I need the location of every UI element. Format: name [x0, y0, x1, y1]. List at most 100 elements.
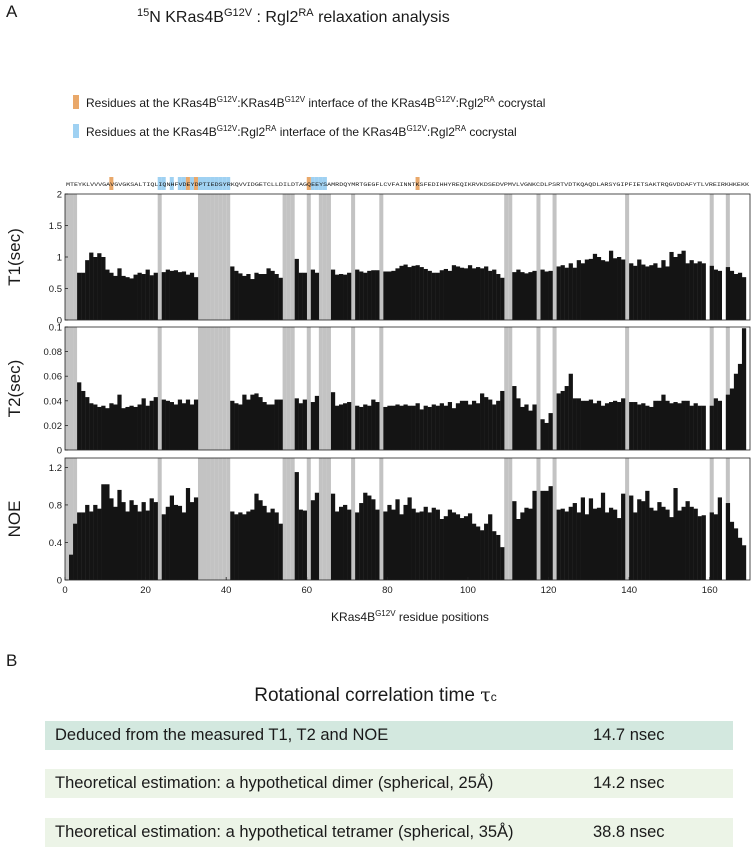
bar: [85, 260, 90, 320]
bar: [447, 402, 453, 450]
bar: [254, 393, 259, 450]
unassigned-residue-band: [222, 194, 227, 320]
bar: [165, 506, 170, 580]
rgl2-interface-mark: [197, 177, 202, 190]
y-tick-label: 0: [57, 576, 62, 587]
bar: [665, 266, 670, 320]
bar: [185, 399, 191, 450]
bar: [685, 501, 690, 580]
y-axis-label: NOE: [5, 501, 24, 538]
rgl2-interface-mark: [218, 177, 223, 190]
bar: [717, 270, 722, 320]
bar: [532, 270, 537, 320]
bar: [608, 250, 614, 320]
bar: [375, 509, 380, 580]
bar: [117, 394, 122, 450]
bar: [93, 257, 98, 320]
bar: [403, 504, 408, 580]
bar: [117, 268, 122, 320]
bar: [645, 266, 650, 320]
unassigned-residue-band: [157, 327, 162, 450]
unassigned-residue-band: [536, 194, 541, 320]
dimer-interface-mark: [415, 177, 420, 190]
bar: [459, 267, 465, 320]
unassigned-residue-band: [326, 458, 331, 580]
bar: [621, 493, 626, 580]
unassigned-residue-band: [318, 458, 323, 580]
unassigned-residue-band: [214, 327, 219, 450]
bar: [729, 521, 735, 580]
bar: [93, 404, 98, 450]
bar: [129, 278, 134, 320]
bar: [250, 394, 255, 450]
bar: [258, 500, 263, 580]
bar: [733, 373, 739, 450]
unassigned-residue-band: [65, 327, 70, 450]
bar: [294, 258, 299, 320]
bar: [439, 519, 444, 580]
bar: [165, 400, 170, 450]
bar: [439, 270, 444, 320]
bar: [641, 403, 646, 450]
bar: [387, 271, 392, 320]
bar: [230, 266, 235, 320]
table-title-text: Rotational correlation time: [254, 685, 475, 706]
bar: [604, 512, 610, 580]
bar: [633, 512, 638, 580]
bar: [278, 399, 283, 450]
bar: [556, 509, 561, 580]
bar: [173, 504, 179, 580]
bar: [419, 409, 424, 450]
bar: [560, 265, 565, 320]
bar: [129, 500, 134, 580]
unassigned-residue-band: [326, 194, 331, 320]
bar: [334, 511, 340, 580]
bar: [713, 269, 718, 320]
bar: [133, 406, 138, 450]
rgl2-interface-mark: [226, 177, 231, 190]
bar: [355, 512, 360, 580]
bar: [544, 422, 549, 450]
bar: [677, 403, 682, 450]
bar: [145, 405, 150, 450]
bar: [476, 403, 481, 450]
bar: [653, 400, 658, 450]
bar: [443, 405, 448, 450]
bar: [713, 514, 718, 580]
unassigned-residue-band: [351, 458, 356, 580]
bar: [741, 277, 747, 320]
bar: [314, 272, 320, 320]
bar: [81, 390, 86, 450]
bar: [161, 514, 166, 580]
bar: [274, 274, 279, 320]
bar: [411, 405, 416, 450]
y-axis-label: T2(sec): [5, 360, 24, 418]
legend: Residues at the KRas4BG12V:KRas4BG12V in…: [73, 95, 545, 139]
bar: [689, 506, 694, 580]
bar: [169, 402, 174, 450]
unassigned-residue-band: [218, 458, 223, 580]
bar: [653, 263, 658, 320]
bar: [242, 394, 247, 450]
bar: [415, 512, 420, 580]
bar: [185, 274, 191, 320]
unassigned-residue-band: [504, 194, 509, 320]
x-tick-label: 120: [541, 585, 557, 596]
bar: [149, 498, 154, 580]
bar: [572, 398, 577, 450]
bar: [649, 265, 654, 320]
unassigned-residue-band: [206, 327, 211, 450]
bar: [391, 270, 396, 320]
bar: [270, 508, 275, 580]
bar: [584, 514, 590, 580]
unassigned-residue-band: [379, 327, 384, 450]
legend-item-rgl2: Residues at the KRas4BG12V:Rgl2RA interf…: [73, 124, 517, 139]
x-tick-label: 140: [621, 585, 637, 596]
bar: [463, 516, 469, 580]
bar: [528, 508, 533, 580]
unassigned-residue-band: [197, 458, 202, 580]
bar: [77, 512, 82, 580]
legend-label-rgl2: Residues at the KRas4BG12V:Rgl2RA interf…: [86, 124, 517, 139]
bar: [661, 394, 666, 450]
bar: [488, 399, 493, 450]
